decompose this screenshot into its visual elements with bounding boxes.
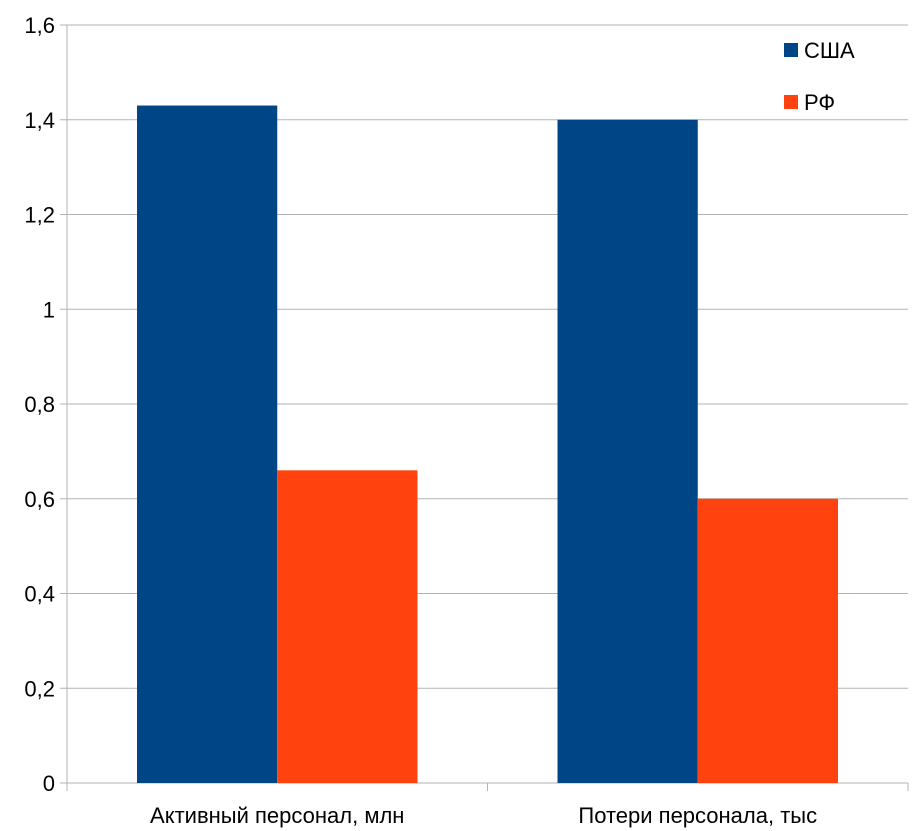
bar-usa-0 [137, 105, 278, 784]
legend-label: РФ [804, 90, 835, 115]
bar-rf-0 [277, 470, 418, 783]
bar-rf-1 [697, 498, 838, 783]
x-axis: Активный персонал, млн Потери персонала, … [66, 782, 909, 828]
x-category-label: Активный персонал, млн [150, 803, 404, 828]
y-tick-label: 0,8 [24, 392, 55, 417]
legend: США РФ [784, 38, 855, 115]
bar-usa-1 [557, 119, 698, 783]
y-tick-label: 0 [43, 771, 55, 796]
bars [137, 105, 838, 784]
y-tick-label: 1,4 [24, 108, 55, 133]
legend-label: США [804, 38, 855, 63]
y-tick-label: 1,2 [24, 203, 55, 228]
y-axis: 0 0,2 0,4 0,6 0,8 1 1,2 1,4 1,6 [24, 13, 68, 796]
y-tick-label: 0,6 [24, 487, 55, 512]
legend-swatch [784, 43, 798, 57]
y-tick-label: 1 [43, 297, 55, 322]
y-tick-label: 0,4 [24, 582, 55, 607]
y-tick-label: 0,2 [24, 676, 55, 701]
x-category-label: Потери персонала, тыс [578, 803, 817, 828]
legend-swatch [784, 95, 798, 109]
y-tick-label: 1,6 [24, 13, 55, 38]
